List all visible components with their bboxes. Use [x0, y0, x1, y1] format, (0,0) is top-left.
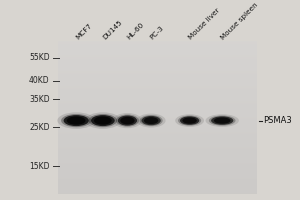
Ellipse shape: [91, 115, 115, 126]
Ellipse shape: [182, 117, 197, 124]
Ellipse shape: [180, 116, 199, 125]
Text: 25KD: 25KD: [29, 123, 50, 132]
Text: PC-3: PC-3: [149, 25, 165, 41]
Text: Mouse spleen: Mouse spleen: [220, 2, 260, 41]
Ellipse shape: [175, 114, 204, 127]
Ellipse shape: [209, 116, 236, 126]
Ellipse shape: [178, 116, 201, 126]
Ellipse shape: [144, 117, 158, 124]
Ellipse shape: [142, 116, 161, 125]
Ellipse shape: [116, 114, 139, 127]
Ellipse shape: [211, 116, 233, 125]
Ellipse shape: [64, 115, 89, 126]
Ellipse shape: [61, 114, 91, 127]
Ellipse shape: [140, 115, 163, 126]
Ellipse shape: [85, 112, 121, 129]
Text: Mouse liver: Mouse liver: [188, 7, 221, 41]
Text: DU145: DU145: [102, 19, 123, 41]
Text: PSMA3: PSMA3: [263, 116, 292, 125]
Ellipse shape: [120, 117, 135, 124]
Ellipse shape: [206, 114, 239, 127]
Ellipse shape: [94, 116, 112, 125]
Text: 40KD: 40KD: [29, 76, 50, 85]
Ellipse shape: [67, 116, 86, 125]
Text: HL-60: HL-60: [125, 22, 145, 41]
Ellipse shape: [137, 114, 166, 128]
Text: 15KD: 15KD: [29, 162, 50, 171]
Ellipse shape: [113, 113, 142, 128]
Ellipse shape: [214, 117, 230, 124]
Text: 35KD: 35KD: [29, 95, 50, 104]
Ellipse shape: [57, 112, 95, 129]
Ellipse shape: [88, 114, 117, 127]
Ellipse shape: [118, 116, 137, 126]
Text: MCF7: MCF7: [75, 23, 93, 41]
Text: 55KD: 55KD: [29, 53, 50, 62]
